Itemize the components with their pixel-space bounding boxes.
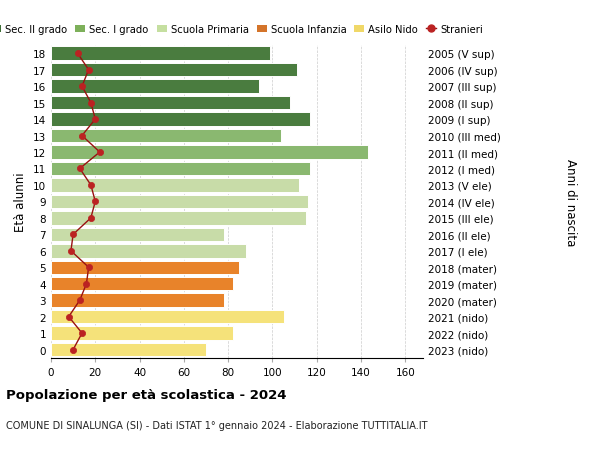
Legend: Sec. II grado, Sec. I grado, Scuola Primaria, Scuola Infanzia, Asilo Nido, Stran: Sec. II grado, Sec. I grado, Scuola Prim… [0, 25, 483, 35]
Bar [51, 162, 310, 176]
Bar [51, 113, 310, 127]
Bar [51, 64, 297, 77]
Bar [51, 80, 259, 94]
Bar [51, 47, 270, 61]
Bar [51, 310, 284, 324]
Text: Popolazione per età scolastica - 2024: Popolazione per età scolastica - 2024 [6, 388, 287, 401]
Text: COMUNE DI SINALUNGA (SI) - Dati ISTAT 1° gennaio 2024 - Elaborazione TUTTITALIA.: COMUNE DI SINALUNGA (SI) - Dati ISTAT 1°… [6, 420, 427, 430]
Bar [51, 212, 305, 225]
Y-axis label: Anni di nascita: Anni di nascita [564, 158, 577, 246]
Bar [51, 228, 224, 241]
Bar [51, 343, 206, 357]
Y-axis label: Età alunni: Età alunni [14, 172, 28, 232]
Bar [51, 245, 246, 258]
Bar [51, 294, 224, 307]
Bar [51, 129, 281, 143]
Bar [51, 195, 308, 209]
Bar [51, 179, 299, 192]
Bar [51, 277, 233, 291]
Bar [51, 327, 233, 340]
Bar [51, 97, 290, 110]
Bar [51, 146, 368, 159]
Bar [51, 261, 239, 274]
